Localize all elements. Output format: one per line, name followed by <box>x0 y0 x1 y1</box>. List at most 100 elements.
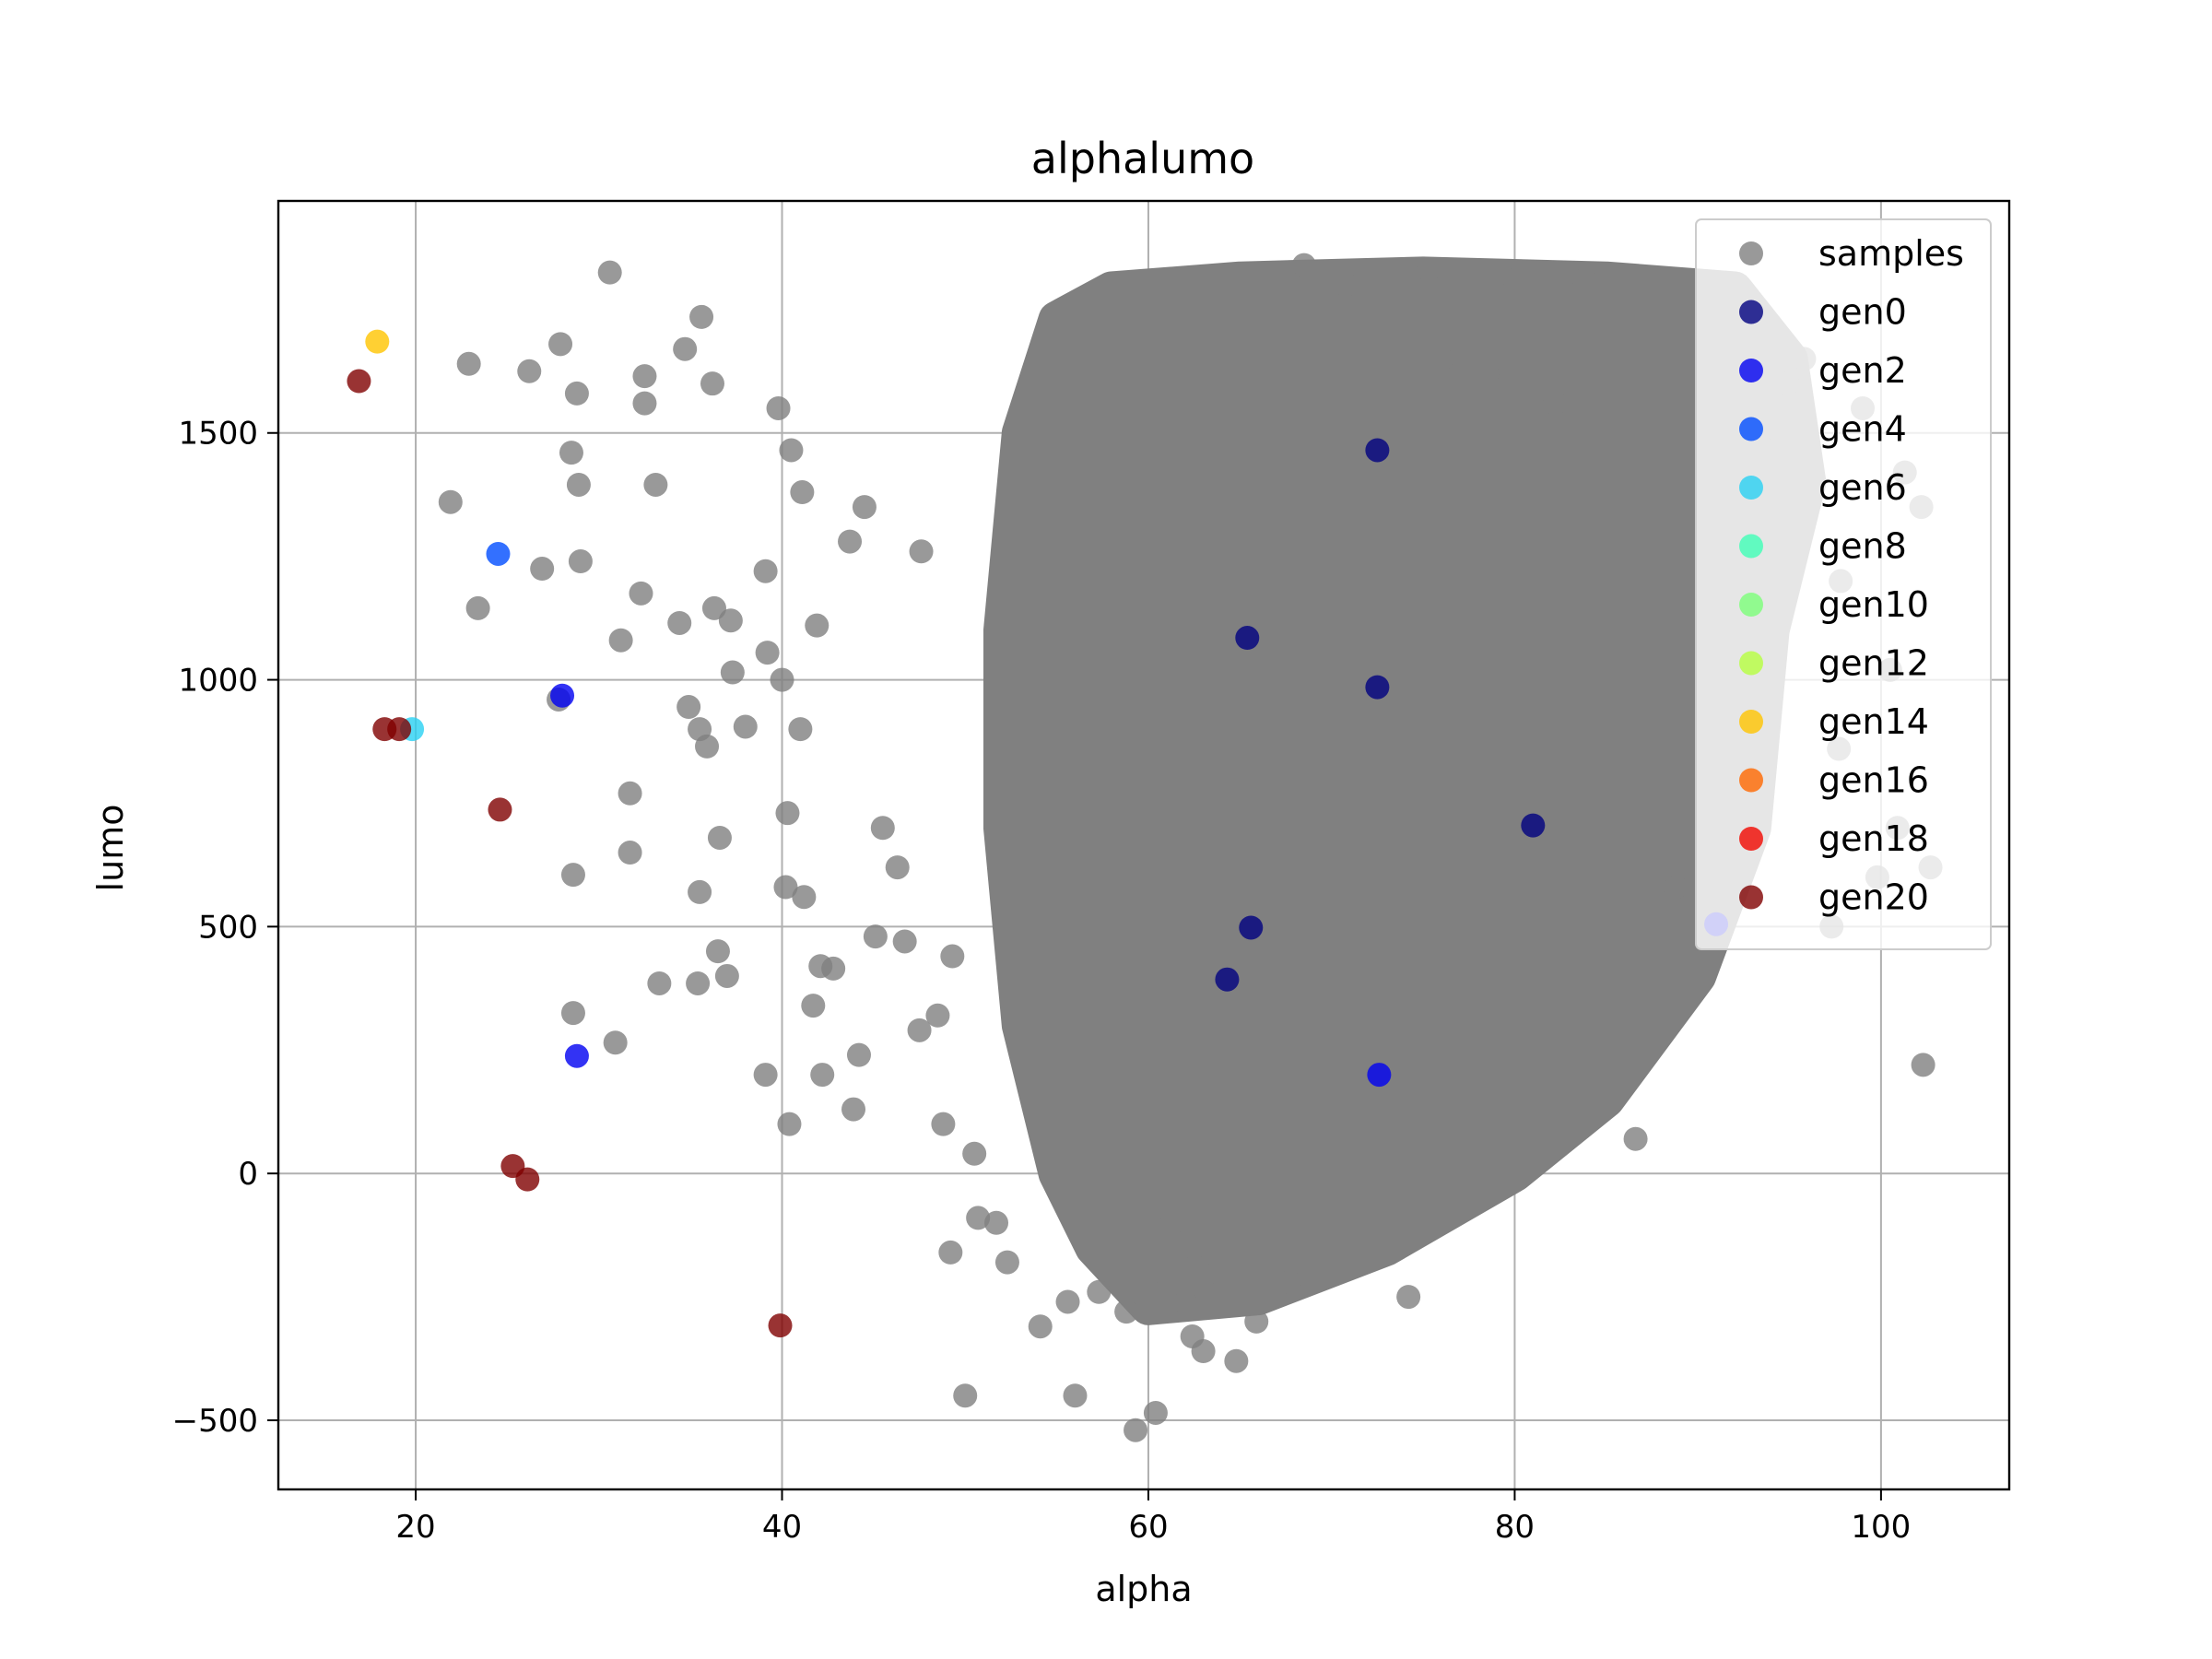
point-samples <box>707 825 732 850</box>
point-samples <box>1124 1418 1148 1442</box>
legend-marker-gen0 <box>1739 300 1763 324</box>
point-gen0 <box>1239 915 1264 940</box>
point-samples <box>984 1210 1009 1235</box>
point-samples <box>770 667 794 692</box>
point-samples <box>689 304 714 329</box>
point-samples <box>810 1063 835 1088</box>
point-samples <box>1087 1279 1112 1304</box>
point-samples <box>700 371 724 396</box>
point-samples <box>1475 361 1500 386</box>
point-gen2 <box>1367 1063 1392 1088</box>
x-tick-label: 60 <box>1128 1509 1168 1546</box>
y-axis-label: lumo <box>90 805 131 892</box>
legend-label-gen12: gen12 <box>1818 643 1929 684</box>
point-samples <box>775 801 800 826</box>
point-samples <box>1224 1348 1249 1373</box>
point-samples <box>788 717 813 742</box>
point-samples <box>1172 1289 1197 1314</box>
x-axis-ticks: 20 40 60 80 100 <box>395 1489 1911 1546</box>
point-samples <box>705 939 730 964</box>
point-samples <box>925 1003 950 1028</box>
point-samples <box>1291 253 1316 277</box>
legend-label-gen6: gen6 <box>1818 467 1907 508</box>
legend-marker-samples <box>1739 241 1763 265</box>
point-samples <box>618 841 642 865</box>
point-samples <box>1429 347 1453 371</box>
point-gen0 <box>1235 626 1260 651</box>
point-samples <box>863 924 888 949</box>
legend-marker-gen18 <box>1739 827 1763 851</box>
point-samples <box>456 351 481 376</box>
point-samples <box>720 660 745 685</box>
legend-marker-gen2 <box>1739 359 1763 382</box>
point-samples <box>1028 1314 1053 1339</box>
point-samples <box>618 781 642 806</box>
point-samples <box>1502 267 1527 292</box>
point-samples <box>667 610 692 635</box>
point-samples <box>438 489 463 514</box>
point-samples <box>966 1206 991 1230</box>
point-samples <box>962 1141 987 1166</box>
point-samples <box>870 816 895 841</box>
x-axis-label: alpha <box>1095 1569 1192 1609</box>
y-tick-label: 1000 <box>178 663 258 700</box>
samples-cloud-region <box>982 256 1827 1325</box>
point-samples <box>632 391 657 416</box>
point-samples <box>753 1063 778 1088</box>
point-samples <box>548 332 573 357</box>
x-tick-label: 40 <box>762 1509 802 1546</box>
point-samples <box>530 557 555 582</box>
point-samples <box>994 1250 1019 1275</box>
point-samples <box>1159 1210 1184 1235</box>
point-samples <box>597 260 622 285</box>
legend-label-gen2: gen2 <box>1818 350 1907 391</box>
point-samples <box>632 364 657 389</box>
point-gen0 <box>1365 675 1390 700</box>
legend-marker-gen6 <box>1739 476 1763 500</box>
point-samples <box>1277 1270 1301 1295</box>
point-samples <box>838 529 863 554</box>
legend-label-gen16: gen16 <box>1818 760 1929 801</box>
point-samples <box>755 641 780 665</box>
point-samples <box>1191 1339 1216 1364</box>
point-samples <box>953 1383 978 1408</box>
point-samples <box>718 608 743 633</box>
samples-cloud <box>982 256 1827 1325</box>
point-samples <box>559 441 583 465</box>
point-samples <box>564 381 589 406</box>
point-samples <box>790 480 815 505</box>
legend-label-gen0: gen0 <box>1818 292 1907 333</box>
point-samples <box>940 944 965 969</box>
point-gen20 <box>768 1313 793 1338</box>
point-samples <box>688 879 712 904</box>
point-samples <box>885 855 910 880</box>
legend: samples gen0 gen2 gen4 gen6 gen8 gen10 gen12 gen… <box>1695 218 1992 950</box>
point-samples <box>938 1240 963 1265</box>
point-samples <box>714 963 739 988</box>
point-samples <box>766 395 791 420</box>
point-samples <box>792 885 817 910</box>
point-samples <box>1143 1400 1168 1425</box>
y-tick-label: 500 <box>198 909 258 946</box>
point-samples <box>568 549 593 574</box>
chart-title: alphalumo <box>1031 134 1254 183</box>
point-gen2 <box>564 1043 589 1068</box>
plot-area-frame <box>276 199 2011 1491</box>
legend-marker-gen8 <box>1739 534 1763 559</box>
point-gen0 <box>1365 438 1390 463</box>
legend-marker-gen14 <box>1739 710 1763 734</box>
y-tick-label: −500 <box>172 1403 258 1440</box>
point-gen0 <box>1521 813 1546 838</box>
point-samples <box>846 1042 871 1067</box>
point-samples <box>465 595 490 620</box>
point-samples <box>777 1112 802 1136</box>
point-samples <box>701 595 726 620</box>
point-samples <box>1055 1289 1080 1314</box>
x-tick-label: 20 <box>395 1509 435 1546</box>
point-samples <box>686 971 711 995</box>
point-gen20 <box>488 797 512 822</box>
point-samples <box>753 559 778 583</box>
point-samples <box>805 613 830 638</box>
legend-label-gen18: gen18 <box>1818 818 1929 859</box>
point-samples <box>647 971 672 995</box>
